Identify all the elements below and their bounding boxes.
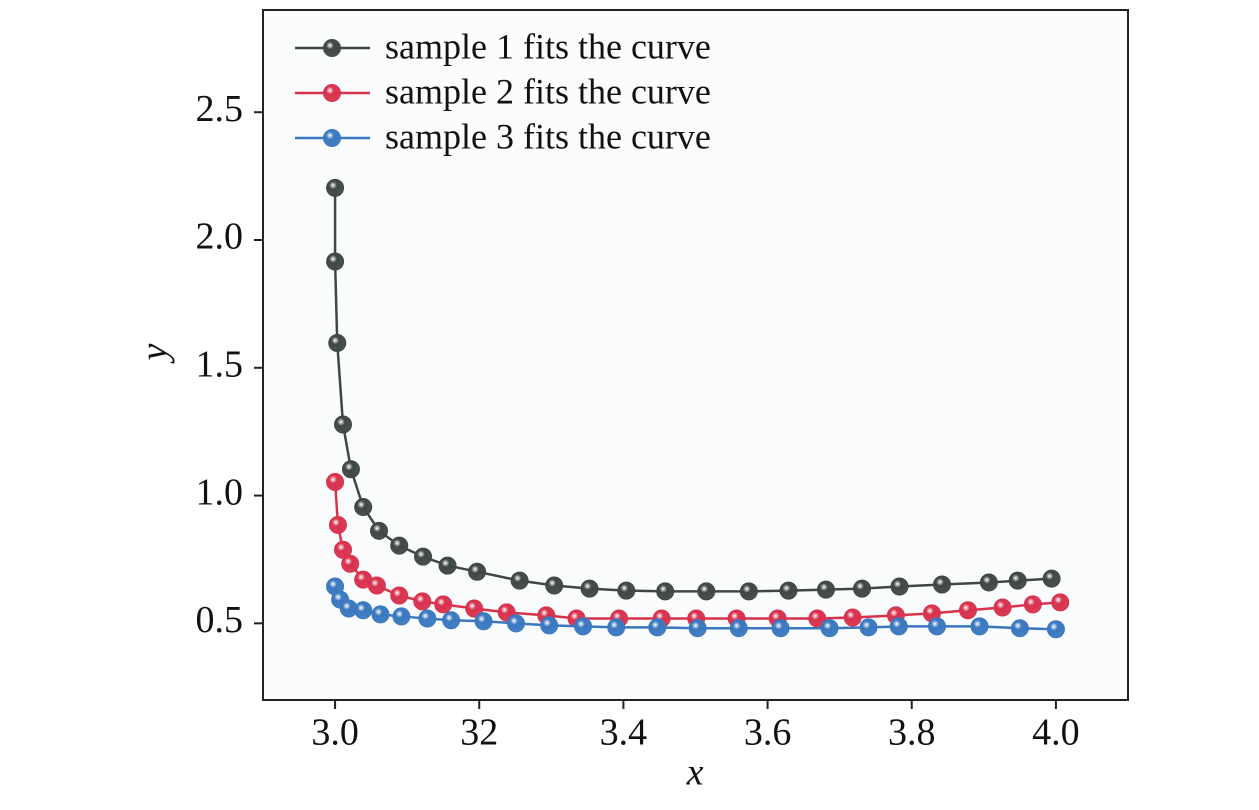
marker (779, 581, 798, 600)
x-tick-label: 3.8 (888, 712, 936, 754)
marker (334, 540, 353, 559)
marker (474, 612, 493, 631)
marker (648, 618, 667, 637)
marker (328, 333, 347, 352)
y-tick-label: 1.5 (196, 343, 244, 385)
marker (442, 611, 461, 630)
legend-label: sample 2 fits the curve (385, 71, 711, 111)
marker (367, 576, 386, 595)
plot-frame (262, 9, 1129, 701)
marker (607, 618, 626, 637)
marker (816, 580, 835, 599)
marker (510, 571, 529, 590)
legend-marker (323, 129, 341, 147)
marker (334, 415, 353, 434)
marker (1051, 593, 1070, 612)
marker (933, 575, 952, 594)
y-tick-label: 1.0 (196, 471, 244, 513)
marker (371, 605, 390, 624)
y-axis-label: y (134, 343, 176, 364)
marker (729, 619, 748, 638)
x-tick-label: 4.0 (1032, 712, 1080, 754)
marker (545, 576, 564, 595)
marker (341, 460, 360, 479)
marker (468, 562, 487, 581)
marker (958, 601, 977, 620)
marker (438, 556, 457, 575)
marker (889, 617, 908, 636)
marker (354, 601, 373, 620)
marker (1042, 569, 1061, 588)
marker (390, 536, 409, 555)
marker (739, 582, 758, 601)
marker (688, 619, 707, 638)
x-tick-label: 32 (460, 712, 498, 754)
x-tick-label: 3.6 (744, 712, 792, 754)
marker (326, 252, 345, 271)
marker (1010, 619, 1029, 638)
marker (853, 579, 872, 598)
x-tick-label: 3.4 (600, 712, 648, 754)
plot (326, 178, 1070, 639)
marker (370, 521, 389, 540)
marker (328, 515, 347, 534)
marker (979, 573, 998, 592)
x-axis-label: x (686, 752, 704, 794)
marker (1008, 571, 1027, 590)
y-tick-label: 2.0 (196, 216, 244, 258)
marker (580, 579, 599, 598)
marker (617, 581, 636, 600)
marker (771, 619, 790, 638)
marker (540, 616, 559, 635)
marker (859, 618, 878, 637)
marker (390, 586, 409, 605)
marker (418, 609, 437, 628)
marker (1023, 595, 1042, 614)
marker (970, 617, 989, 636)
legend-marker (323, 39, 341, 57)
marker (392, 607, 411, 626)
marker (465, 599, 484, 618)
marker (341, 554, 360, 573)
marker (890, 577, 909, 596)
marker (574, 617, 593, 636)
x-tick-label: 3.0 (311, 712, 359, 754)
marker (656, 582, 675, 601)
marker (414, 547, 433, 566)
marker (927, 617, 946, 636)
marker (326, 178, 345, 197)
y-tick-label: 0.5 (196, 599, 244, 641)
marker (993, 598, 1012, 617)
marker (507, 614, 526, 633)
legend-label: sample 1 fits the curve (385, 26, 711, 66)
marker (1046, 620, 1065, 639)
legend-marker (323, 84, 341, 102)
marker (326, 473, 345, 492)
marker (820, 619, 839, 638)
marker (843, 608, 862, 627)
marker (354, 498, 373, 517)
marker (413, 592, 432, 611)
legend-label: sample 3 fits the curve (385, 116, 711, 156)
marker (434, 595, 453, 614)
marker (697, 582, 716, 601)
y-tick-label: 2.5 (196, 88, 244, 130)
